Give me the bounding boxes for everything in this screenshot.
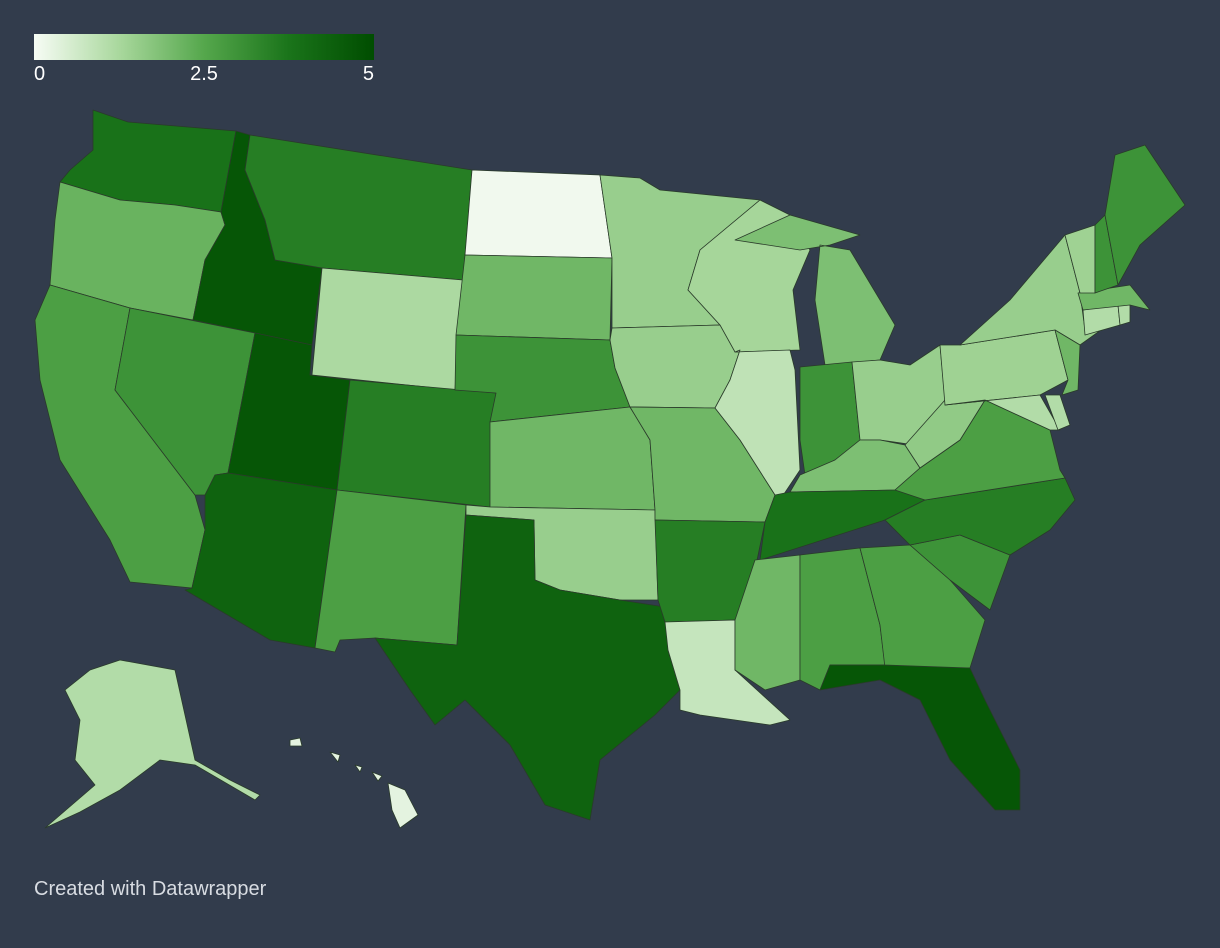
state [1044,394,1071,431]
state [489,406,656,511]
state [455,254,613,341]
legend-tick-label: 0 [34,63,45,85]
state [374,514,681,821]
state [244,134,473,281]
state [311,267,464,391]
state [464,169,613,259]
state [44,659,261,829]
state [819,664,1021,811]
legend-bar [34,34,374,60]
state [1104,144,1186,286]
footer: Created with Datawrapper [34,878,267,900]
state [336,379,497,508]
legend-tick-label: 5 [363,63,374,85]
states [34,109,1186,829]
state [184,472,338,649]
state [314,489,467,653]
state [1117,304,1131,326]
state [609,324,741,409]
state [939,329,1069,406]
state [289,737,419,829]
state [944,394,1061,431]
legend-tick-label: 2.5 [190,63,218,85]
state [734,214,896,366]
state [1054,329,1081,396]
